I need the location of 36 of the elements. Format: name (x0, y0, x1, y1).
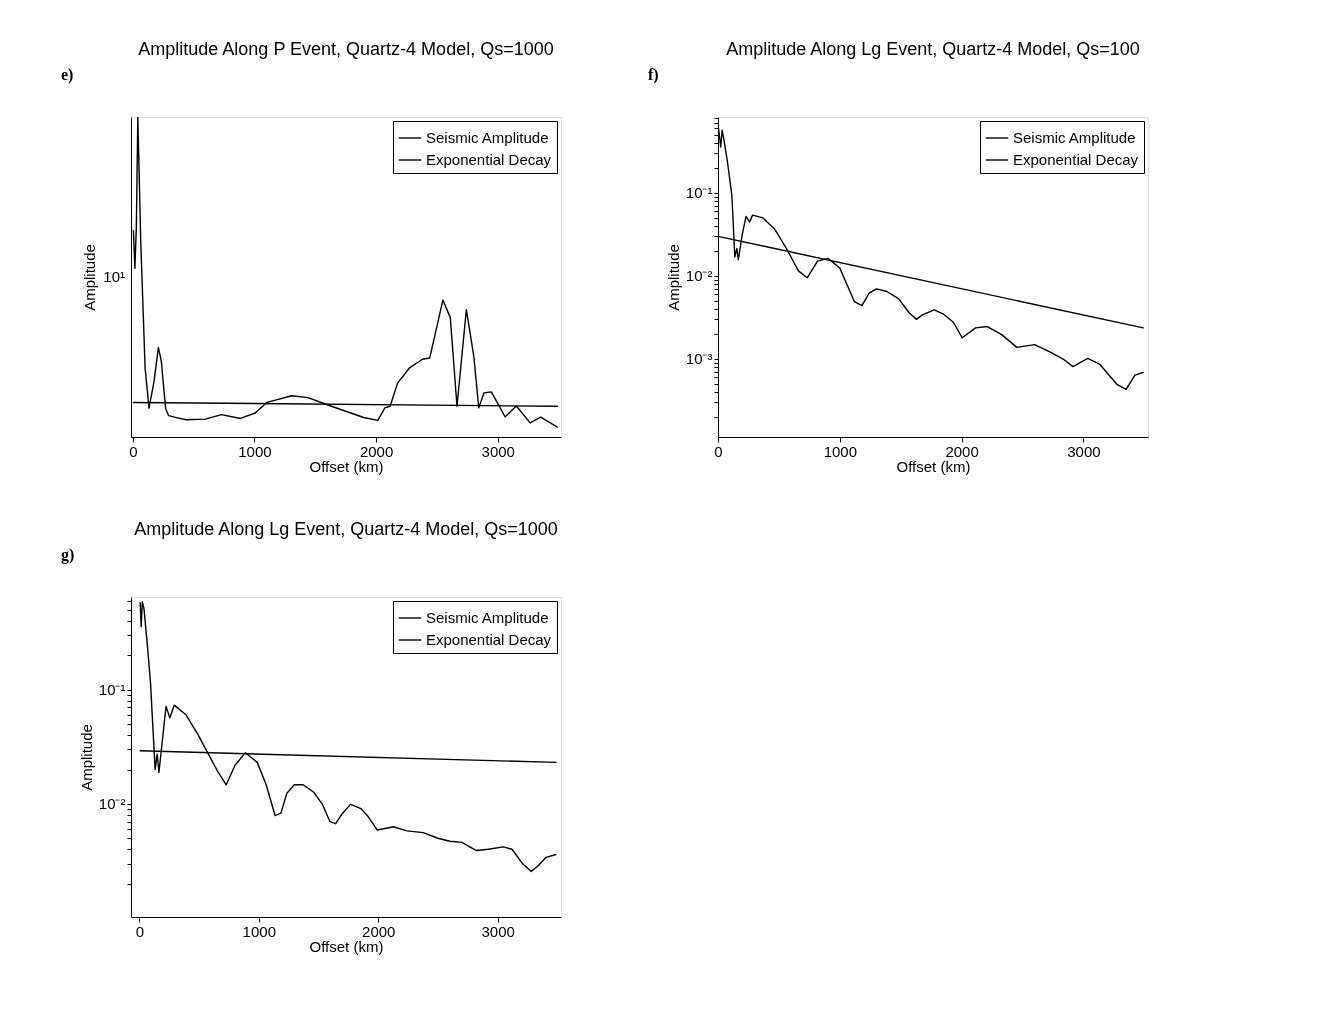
x-tick-label: 2000 (945, 442, 979, 460)
x-tick-label: 3000 (1067, 442, 1101, 460)
x-axis-title: Offset (km) (309, 937, 384, 955)
chart-title: Amplitude Along P Event, Quartz-4 Model, Qs=1000 (138, 39, 554, 59)
x-tick-label: 2000 (359, 442, 394, 460)
x-tick-label: 1000 (823, 442, 857, 460)
x-tick-label: 1000 (242, 922, 276, 940)
chart-title: Amplitude Along Lg Event, Quartz-4 Model, Qs=100 (726, 39, 1140, 59)
chart-title: Amplitude Along Lg Event, Quartz-4 Model, Qs=1000 (134, 519, 558, 539)
text: g) (61, 546, 75, 564)
y-tick-label: 10⁻³ (685, 350, 713, 368)
x-tick-label: 1000 (238, 442, 272, 460)
x-tick-label: 2000 (362, 922, 396, 940)
x-axis-title: Offset (km) (309, 457, 384, 475)
y-axis-title: Amplitude (664, 244, 682, 311)
x-tick-label: 0 (129, 442, 138, 460)
y-tick-label: 10⁻² (98, 795, 126, 813)
y-tick-label: 10⁻¹ (98, 681, 126, 699)
text: e) (61, 66, 74, 84)
x-axis-title: Offset (km) (896, 457, 971, 475)
x-tick-label: 3000 (481, 442, 515, 460)
legend-label: Exponential Decay (1013, 151, 1139, 168)
text: 10¹ (103, 268, 125, 285)
y-axis-title: Amplitude (77, 724, 95, 791)
legend-label: Exponential Decay (426, 631, 552, 648)
legend-label: Seismic Amplitude (426, 609, 549, 626)
legend-label: Seismic Amplitude (1013, 129, 1136, 146)
x-tick-label: 0 (135, 922, 145, 940)
legend-label: Exponential Decay (426, 151, 552, 168)
y-tick-label: 10⁻² (685, 267, 713, 285)
y-tick-label: 10⁻¹ (685, 184, 713, 202)
x-tick-label: 3000 (481, 922, 515, 940)
x-tick-label: 0 (714, 442, 723, 460)
y-axis-title: Amplitude (80, 244, 98, 311)
legend-label: Seismic Amplitude (426, 129, 549, 146)
text: f) (648, 66, 659, 84)
